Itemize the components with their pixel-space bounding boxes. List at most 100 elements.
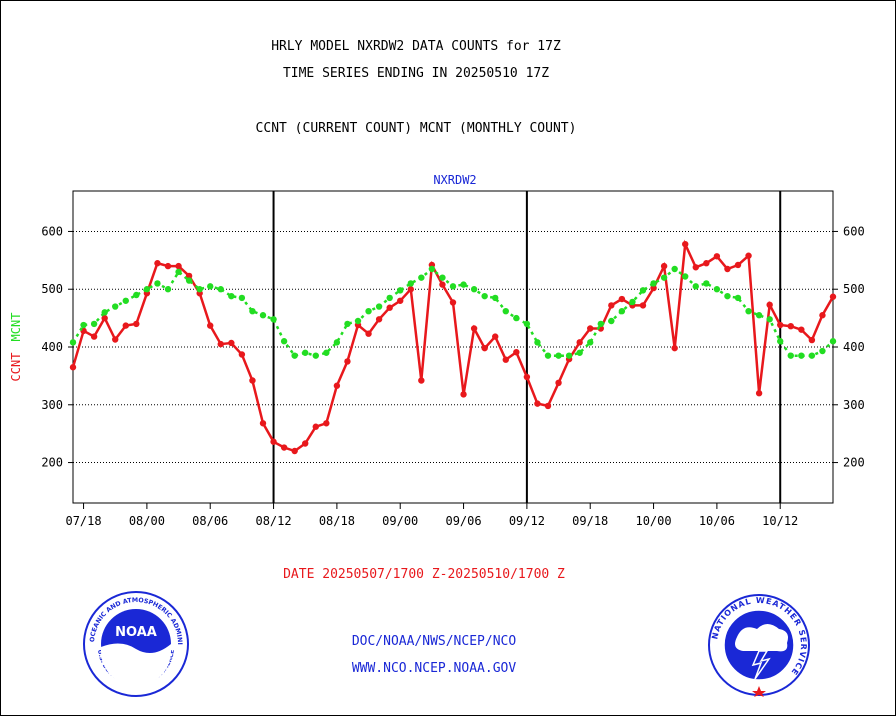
data-point-mcnt [164,286,172,293]
data-point-mcnt [587,339,594,346]
data-point-ccnt [703,260,710,267]
data-point-ccnt [133,320,140,328]
time-series-chart: 200 200 300 300 400 400 500 500 600 600 07/18 08/00… [9,173,865,528]
data-point-mcnt [302,349,309,356]
x-tick-label: 08/00 [129,514,165,528]
data-point-ccnt [270,438,277,445]
data-point-mcnt [323,349,330,356]
nws-logo: NATIONAL WEATHER SERVICE [708,594,810,697]
data-point-ccnt [502,356,509,363]
x-tick-label: 08/06 [192,514,228,528]
x-tick-label: 09/06 [445,514,481,528]
x-tick-label: 08/12 [255,514,291,528]
y-tick-label-left: 300 [41,398,63,412]
data-point-ccnt [375,316,383,323]
data-point-mcnt [639,287,647,294]
title-line-1: HRLY MODEL NXRDW2 DATA COUNTS for 17Z [271,39,561,54]
data-point-mcnt [101,309,108,316]
data-point-ccnt [386,304,393,311]
data-point-mcnt [428,265,436,273]
y-tick-label-right: 600 [843,224,865,238]
x-tick-label: 10/12 [762,514,798,528]
data-point-ccnt [397,297,404,304]
data-point-ccnt [69,364,77,371]
data-point-mcnt [365,307,372,315]
data-point-ccnt [639,302,647,309]
data-point-mcnt [597,320,604,328]
org-link[interactable]: DOC/NOAA/NWS/NCEP/NCO [351,634,517,649]
data-point-ccnt [523,373,531,381]
data-point-ccnt [90,333,98,340]
data-point-ccnt [819,312,826,319]
y-axis-label-ccnt: CCNT [9,353,23,382]
data-point-mcnt [565,352,573,359]
data-point-mcnt [734,294,742,302]
data-point-ccnt [280,444,288,451]
data-point-ccnt [777,321,784,329]
data-point-mcnt [122,297,129,304]
data-point-mcnt [608,317,615,325]
data-point-ccnt [312,423,319,430]
data-point-ccnt [122,322,129,329]
data-point-ccnt [766,301,773,309]
data-point-ccnt [576,339,583,346]
data-point-ccnt [660,262,668,270]
data-point-ccnt [470,325,478,332]
data-point-mcnt [576,349,583,356]
x-tick-label: 09/00 [382,514,418,528]
data-point-mcnt [629,298,636,306]
data-point-ccnt [344,358,351,365]
data-point-mcnt [238,294,246,302]
data-point-ccnt [291,447,298,455]
data-point-mcnt [228,292,235,300]
plot-title: NXRDW2 [433,173,476,187]
data-point-mcnt [808,352,816,359]
data-point-ccnt [185,272,193,280]
data-point-ccnt [302,440,309,447]
data-point-mcnt [682,273,689,280]
data-point-mcnt [650,280,657,287]
data-point-ccnt [323,420,330,427]
data-point-mcnt [502,307,509,315]
data-point-mcnt [492,294,499,302]
data-point-ccnt [238,351,246,358]
data-point-mcnt [703,280,710,287]
data-point-ccnt [513,349,520,356]
data-point-ccnt [207,322,214,329]
data-point-ccnt [724,265,731,273]
data-point-mcnt [80,321,87,329]
data-point-ccnt [175,262,182,270]
y-tick-label-left: 500 [41,282,63,296]
data-point-mcnt [755,312,763,319]
data-point-mcnt [259,312,267,319]
title-line-2: TIME SERIES ENDING IN 20250510 17Z [282,66,550,81]
data-point-ccnt [228,339,235,347]
data-point-ccnt [755,390,763,397]
data-point-mcnt [386,294,393,302]
data-point-mcnt [112,303,119,310]
x-tick-label: 09/12 [509,514,545,528]
noaa-logo-text: NOAA [115,625,157,640]
data-point-ccnt [407,286,414,293]
x-tick-label: 10/06 [699,514,735,528]
data-point-ccnt [112,336,119,343]
data-point-mcnt [439,274,446,281]
y-tick-label-left: 600 [41,224,63,238]
data-point-ccnt [333,382,341,389]
data-point-mcnt [344,320,351,328]
data-point-ccnt [692,264,699,271]
data-point-mcnt [713,286,721,293]
y-tick-label-right: 500 [843,282,865,296]
data-point-mcnt [777,338,784,345]
chart-subtitle: CCNT (CURRENT COUNT) MCNT (MONTHLY COUNT… [255,121,577,136]
data-point-ccnt [745,252,752,259]
data-point-mcnt [185,277,193,284]
data-point-mcnt [333,339,341,346]
data-point-ccnt [650,284,657,292]
date-range: DATE 20250507/1700 Z-20250510/1700 Z [283,567,565,582]
website-link[interactable]: WWW.NCO.NCEP.NOAA.GOV [351,661,517,676]
data-point-ccnt [481,344,488,352]
data-point-mcnt [544,352,552,359]
data-point-ccnt [555,379,562,387]
